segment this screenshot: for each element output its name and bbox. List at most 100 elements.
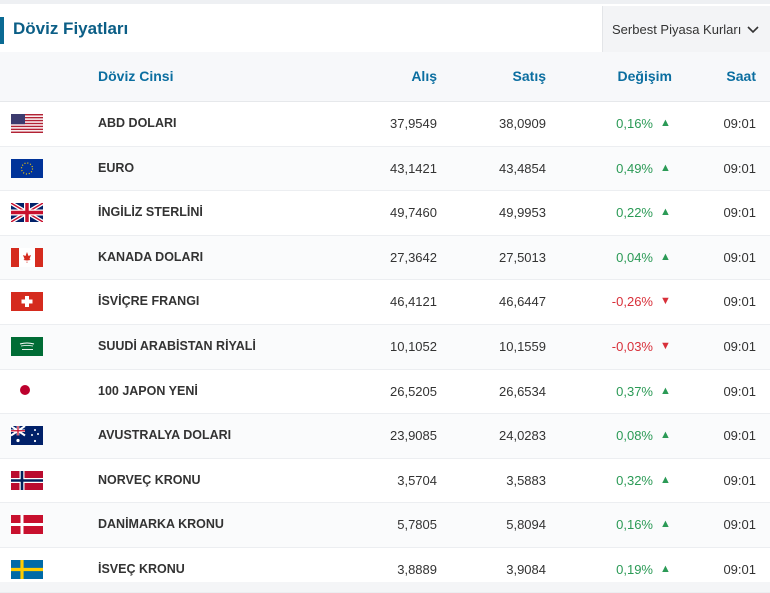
chevron-down-icon bbox=[747, 21, 759, 37]
update-time: 09:01 bbox=[723, 338, 756, 354]
jp-flag-icon bbox=[11, 381, 43, 401]
arrow-up-icon: ▲ bbox=[660, 518, 671, 531]
change-percent: 0,16% bbox=[616, 517, 653, 533]
sell-price: 38,0909 bbox=[499, 116, 546, 131]
table-row[interactable]: İSVEÇ KRONU 3,8889 3,9084 0,19% ▲ 09:01 bbox=[0, 548, 770, 593]
arrow-up-icon: ▲ bbox=[660, 562, 671, 575]
buy-price: 23,9085 bbox=[390, 428, 437, 444]
arrow-up-icon: ▲ bbox=[660, 206, 671, 219]
dk-flag-icon bbox=[11, 515, 43, 535]
table-row[interactable]: ABD DOLARI 37,9549 38,0909 0,16% ▲ 09:01 bbox=[0, 102, 770, 147]
sell-price: 3,5883 bbox=[506, 472, 546, 488]
table-row[interactable]: KANADA DOLARI 27,3642 27,5013 0,04% ▲ 09:01 bbox=[0, 235, 770, 281]
change-percent: 0,22% bbox=[616, 205, 653, 221]
arrow-up-icon: ▲ bbox=[660, 429, 671, 442]
change-percent: 0,49% bbox=[616, 160, 653, 176]
currency-name: AVUSTRALYA DOLARI bbox=[98, 428, 232, 443]
arrow-down-icon: ▼ bbox=[660, 339, 671, 352]
table-row[interactable]: EURO 43,1421 43,4854 0,49% ▲ 09:01 bbox=[0, 146, 770, 192]
currency-name: DANİMARKA KRONU bbox=[98, 517, 224, 532]
update-time: 09:01 bbox=[723, 383, 756, 399]
currency-name: EURO bbox=[98, 160, 135, 175]
update-time: 09:01 bbox=[723, 517, 756, 533]
update-time: 09:01 bbox=[723, 294, 756, 310]
arrow-up-icon: ▲ bbox=[660, 161, 671, 174]
card-header: Döviz Fiyatları Serbest Piyasa Kurları bbox=[0, 4, 770, 52]
table-row[interactable]: İNGİLİZ STERLİNİ 49,7460 49,9953 0,22% ▲ 09:0… bbox=[0, 191, 770, 236]
se-flag-icon bbox=[11, 559, 43, 579]
table-body: ABD DOLARI 37,9549 38,0909 0,16% ▲ 09:01 EURO 4… bbox=[0, 102, 770, 593]
sell-price: 5,8094 bbox=[506, 517, 546, 533]
sell-price: 43,4854 bbox=[499, 160, 546, 176]
update-time: 09:01 bbox=[723, 160, 756, 176]
ch-flag-icon bbox=[11, 292, 43, 312]
table-row[interactable]: 100 JAPON YENİ 26,5205 26,6534 0,37% ▲ 09:01 bbox=[0, 370, 770, 415]
buy-price: 46,4121 bbox=[390, 294, 437, 310]
no-flag-icon bbox=[11, 470, 43, 490]
change-percent: 0,19% bbox=[616, 561, 653, 577]
arrow-up-icon: ▲ bbox=[660, 473, 671, 486]
change-percent: 0,32% bbox=[616, 472, 653, 488]
title-accent-bar bbox=[0, 17, 4, 44]
update-time: 09:01 bbox=[723, 249, 756, 265]
sell-price: 3,9084 bbox=[506, 561, 546, 577]
change-percent: -0,26% bbox=[611, 294, 653, 310]
currency-name: 100 JAPON YENİ bbox=[98, 383, 198, 398]
buy-price: 5,7805 bbox=[397, 517, 437, 533]
us-flag-icon bbox=[11, 114, 43, 133]
buy-price: 37,9549 bbox=[390, 116, 437, 131]
buy-price: 3,5704 bbox=[397, 472, 437, 488]
update-time: 09:01 bbox=[723, 561, 756, 577]
sell-price: 46,6447 bbox=[499, 294, 546, 310]
market-dropdown[interactable]: Serbest Piyasa Kurları bbox=[602, 6, 770, 52]
change-percent: 0,04% bbox=[616, 249, 653, 265]
currency-name: NORVEÇ KRONU bbox=[98, 472, 201, 487]
table-row[interactable]: DANİMARKA KRONU 5,7805 5,8094 0,16% ▲ 09:01 bbox=[0, 503, 770, 548]
table-row[interactable]: SUUDİ ARABİSTAN RİYALİ 10,1052 10,1559 -0,0… bbox=[0, 324, 770, 370]
sell-price: 27,5013 bbox=[499, 249, 546, 265]
currency-name: KANADA DOLARI bbox=[98, 249, 204, 264]
currency-name: ABD DOLARI bbox=[98, 116, 177, 130]
column-header-buy: Alış bbox=[411, 68, 437, 84]
column-header-change: Değişim bbox=[617, 68, 672, 84]
change-percent: 0,08% bbox=[616, 428, 653, 444]
sell-price: 26,6534 bbox=[499, 383, 546, 399]
page-title: Döviz Fiyatları bbox=[13, 19, 129, 38]
uk-flag-icon bbox=[9, 201, 45, 224]
update-time: 09:01 bbox=[723, 428, 756, 444]
sa-flag-icon bbox=[11, 336, 43, 356]
buy-price: 26,5205 bbox=[390, 383, 437, 399]
change-percent: 0,16% bbox=[616, 116, 653, 131]
buy-price: 43,1421 bbox=[390, 160, 437, 176]
sell-price: 10,1559 bbox=[499, 338, 546, 354]
au-flag-icon bbox=[10, 425, 43, 446]
arrow-up-icon: ▲ bbox=[660, 384, 671, 397]
table-header: Döviz Cinsi Alış Satış Değişim Saat bbox=[0, 52, 770, 102]
column-header-time: Saat bbox=[726, 68, 756, 84]
currency-name: İSVEÇ KRONU bbox=[98, 561, 185, 576]
arrow-up-icon: ▲ bbox=[660, 117, 671, 129]
buy-price: 49,7460 bbox=[390, 205, 437, 221]
currency-name: İNGİLİZ STERLİNİ bbox=[98, 205, 203, 220]
table-row[interactable]: NORVEÇ KRONU 3,5704 3,5883 0,32% ▲ 09:01 bbox=[0, 459, 770, 504]
update-time: 09:01 bbox=[723, 116, 756, 131]
eu-flag-icon bbox=[11, 158, 43, 178]
buy-price: 10,1052 bbox=[390, 338, 437, 354]
currency-name: SUUDİ ARABİSTAN RİYALİ bbox=[98, 338, 256, 353]
buy-price: 27,3642 bbox=[390, 249, 437, 265]
table-row[interactable]: AVUSTRALYA DOLARI 23,9085 24,0283 0,08% ▲ 09:… bbox=[0, 414, 770, 459]
currency-name: İSVİÇRE FRANGI bbox=[98, 294, 200, 309]
update-time: 09:01 bbox=[723, 472, 756, 488]
update-time: 09:01 bbox=[723, 205, 756, 221]
ca-flag-icon bbox=[11, 247, 43, 267]
dropdown-label: Serbest Piyasa Kurları bbox=[612, 21, 742, 37]
arrow-down-icon: ▼ bbox=[660, 295, 671, 308]
buy-price: 3,8889 bbox=[397, 561, 437, 577]
sell-price: 49,9953 bbox=[499, 205, 546, 221]
table-row[interactable]: İSVİÇRE FRANGI 46,4121 46,6447 -0,26% ▼ 09:01 bbox=[0, 280, 770, 325]
change-percent: -0,03% bbox=[611, 338, 653, 354]
column-header-name: Döviz Cinsi bbox=[98, 68, 174, 84]
column-header-sell: Satış bbox=[512, 68, 546, 84]
sell-price: 24,0283 bbox=[499, 428, 546, 444]
